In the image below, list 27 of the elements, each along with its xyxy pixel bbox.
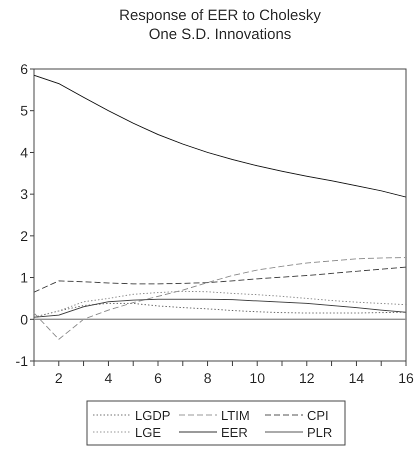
legend-label: LGE: [135, 425, 162, 440]
line-series: [34, 74, 406, 198]
x-tick-label: 10: [249, 370, 266, 386]
legend-label: EER: [221, 425, 248, 440]
legend-label: LGDP: [135, 408, 170, 423]
x-tick-label: 12: [299, 370, 315, 386]
y-tick-label: 1: [20, 270, 28, 286]
legend-label: CPI: [307, 408, 329, 423]
y-tick-label: 5: [20, 102, 28, 119]
chart-title: Response of EER to Cholesky One S.D. Innovations: [119, 7, 322, 43]
line-series: [34, 257, 406, 340]
x-tick-label: 14: [348, 370, 364, 386]
x-tick-label: 16: [398, 370, 414, 386]
y-tick-label: 4: [20, 144, 28, 160]
y-tick-label: 3: [20, 186, 28, 202]
x-tick-label: 8: [204, 370, 212, 386]
y-tick-label: 0: [20, 311, 28, 328]
y-tick-label: 2: [20, 228, 28, 244]
legend-label: LTIM: [221, 408, 250, 423]
legend-label: PLR: [307, 425, 332, 440]
x-tick-label: 2: [54, 370, 63, 386]
line-series: [34, 266, 406, 293]
y-tick-label: -1: [16, 353, 28, 369]
y-tick-label: 6: [20, 61, 28, 77]
line-series: [34, 298, 406, 318]
x-tick-label: 6: [154, 370, 162, 386]
x-tick-label: 4: [104, 370, 112, 386]
